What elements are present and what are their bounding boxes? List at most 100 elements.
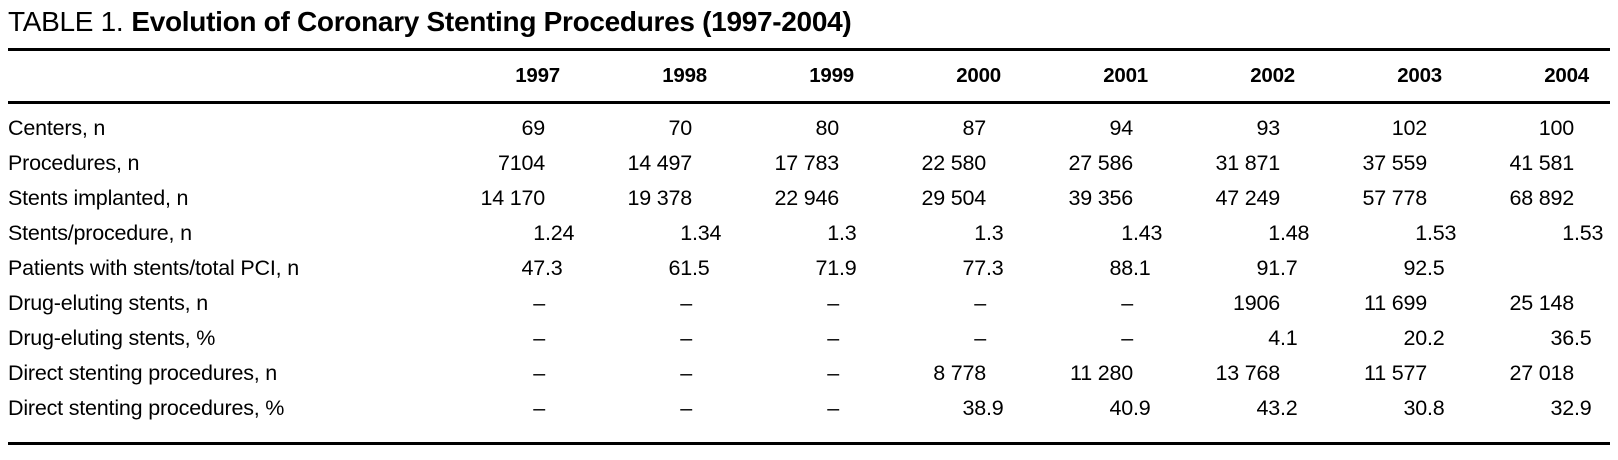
row-label: Patients with stents/total PCI, n bbox=[8, 256, 299, 280]
value-cell: 100 bbox=[1538, 116, 1574, 140]
value-cell: – bbox=[680, 396, 692, 420]
value-cell: 25 148 bbox=[1509, 291, 1574, 315]
value-cell: – bbox=[827, 291, 839, 315]
value-cell: 1.43 bbox=[1121, 221, 1163, 245]
column-header: 2004 bbox=[1544, 64, 1589, 87]
value-cell: 13 768 bbox=[1215, 361, 1280, 385]
value-cell: 47 249 bbox=[1215, 186, 1280, 210]
value-cell: 32.9 bbox=[1550, 396, 1592, 420]
value-cell: – bbox=[974, 326, 986, 350]
value-cell: – bbox=[827, 361, 839, 385]
value-cell: 29 504 bbox=[921, 186, 986, 210]
value-cell: 43.2 bbox=[1256, 396, 1298, 420]
table-row: Stents/procedure, n 1.24 1.34 1.3 1.3 1.43 1.4… bbox=[8, 216, 1610, 251]
value-cell: 22 580 bbox=[921, 151, 986, 175]
value-cell: 11 699 bbox=[1364, 291, 1427, 315]
table-number-label: TABLE 1. bbox=[8, 6, 124, 37]
value-cell: 88.1 bbox=[1109, 256, 1151, 280]
value-cell: 30.8 bbox=[1403, 396, 1445, 420]
value-cell: 70 bbox=[668, 116, 692, 140]
value-cell: 87 bbox=[962, 116, 986, 140]
value-cell: 93 bbox=[1256, 116, 1280, 140]
value-cell: 4.1 bbox=[1268, 326, 1298, 350]
table-row: Centers, n 69 70 80 87 94 93 102 100 bbox=[8, 111, 1610, 146]
value-cell: 31 871 bbox=[1215, 151, 1280, 175]
value-cell: 61.5 bbox=[668, 256, 710, 280]
table-body: Centers, n 69 70 80 87 94 93 102 100 Procedures, … bbox=[8, 104, 1610, 442]
value-cell bbox=[1457, 256, 1604, 281]
column-header: 2000 bbox=[956, 64, 1001, 87]
value-cell: 77.3 bbox=[962, 256, 1004, 280]
value-cell: – bbox=[974, 291, 986, 315]
value-cell: 1.48 bbox=[1268, 221, 1310, 245]
value-cell: 36.5 bbox=[1550, 326, 1592, 350]
value-cell: 92.5 bbox=[1403, 256, 1445, 280]
value-cell: 40.9 bbox=[1109, 396, 1151, 420]
value-cell: – bbox=[533, 291, 545, 315]
value-cell: 20.2 bbox=[1403, 326, 1445, 350]
value-cell: – bbox=[533, 326, 545, 350]
value-cell: 11 577 bbox=[1364, 361, 1427, 385]
column-header: 2001 bbox=[1103, 64, 1148, 87]
table-row: Direct stenting procedures, n – – – 8 778 11 … bbox=[8, 356, 1610, 391]
table-row: Drug-eluting stents, n – – – – – 1906 11 699 25 … bbox=[8, 286, 1610, 321]
table-row: Drug-eluting stents, % – – – – – 4.1 20.2 36.5 bbox=[8, 321, 1610, 356]
table-row: Direct stenting procedures, % – – – 38.9 40.9… bbox=[8, 391, 1610, 426]
row-label: Procedures, n bbox=[8, 151, 140, 175]
column-header: 2003 bbox=[1397, 64, 1442, 87]
top-rule bbox=[8, 48, 1610, 51]
bottom-rule bbox=[8, 442, 1610, 445]
value-cell: 71.9 bbox=[815, 256, 857, 280]
value-cell: – bbox=[533, 396, 545, 420]
value-cell: 1.24 bbox=[533, 221, 575, 245]
value-cell: 1.3 bbox=[974, 221, 1004, 245]
header-rule bbox=[8, 101, 1610, 104]
value-cell: 94 bbox=[1109, 116, 1133, 140]
value-cell: 8 778 bbox=[933, 361, 986, 385]
row-label: Drug-eluting stents, n bbox=[8, 291, 208, 315]
value-cell: – bbox=[1121, 291, 1133, 315]
table-row: Stents implanted, n 14 170 19 378 22 946 29 … bbox=[8, 181, 1610, 216]
value-cell: 11 280 bbox=[1070, 361, 1133, 385]
table-title-text: Evolution of Coronary Stenting Procedure… bbox=[131, 6, 852, 37]
row-label: Drug-eluting stents, % bbox=[8, 326, 216, 350]
row-label: Direct stenting procedures, % bbox=[8, 396, 285, 420]
value-cell: 69 bbox=[521, 116, 545, 140]
value-cell: 7104 bbox=[497, 151, 545, 175]
value-cell: 47.3 bbox=[521, 256, 563, 280]
value-cell: – bbox=[827, 396, 839, 420]
column-header: 1998 bbox=[662, 64, 707, 87]
value-cell: 1.34 bbox=[680, 221, 722, 245]
value-cell: 91.7 bbox=[1256, 256, 1298, 280]
value-cell: 80 bbox=[815, 116, 839, 140]
table-title: TABLE 1. Evolution of Coronary Stenting … bbox=[8, 6, 1610, 48]
value-cell: 38.9 bbox=[962, 396, 1004, 420]
value-cell: 19 378 bbox=[627, 186, 692, 210]
value-cell: – bbox=[1121, 326, 1133, 350]
value-cell: – bbox=[680, 326, 692, 350]
value-cell: 27 586 bbox=[1068, 151, 1133, 175]
value-cell: 17 783 bbox=[774, 151, 839, 175]
value-cell: – bbox=[827, 326, 839, 350]
value-cell: 37 559 bbox=[1362, 151, 1427, 175]
value-cell: – bbox=[533, 361, 545, 385]
row-label: Direct stenting procedures, n bbox=[8, 361, 278, 385]
value-cell: – bbox=[680, 291, 692, 315]
column-header: 1997 bbox=[515, 64, 560, 87]
value-cell: 1.53 bbox=[1562, 221, 1604, 245]
value-cell: – bbox=[680, 361, 692, 385]
table-row: Patients with stents/total PCI, n 47.3 61.… bbox=[8, 251, 1610, 286]
value-cell: 14 497 bbox=[627, 151, 692, 175]
value-cell: 102 bbox=[1391, 116, 1427, 140]
table-row: Procedures, n 7104 14 497 17 783 22 580 27 58… bbox=[8, 146, 1610, 181]
column-header: 2002 bbox=[1250, 64, 1295, 87]
value-cell: 27 018 bbox=[1509, 361, 1574, 385]
value-cell: 41 581 bbox=[1509, 151, 1574, 175]
value-cell: 39 356 bbox=[1068, 186, 1133, 210]
value-cell: 1906 bbox=[1232, 291, 1280, 315]
value-cell: 14 170 bbox=[480, 186, 545, 210]
row-label: Centers, n bbox=[8, 116, 106, 140]
column-header: 1999 bbox=[809, 64, 854, 87]
value-cell: 1.53 bbox=[1415, 221, 1457, 245]
